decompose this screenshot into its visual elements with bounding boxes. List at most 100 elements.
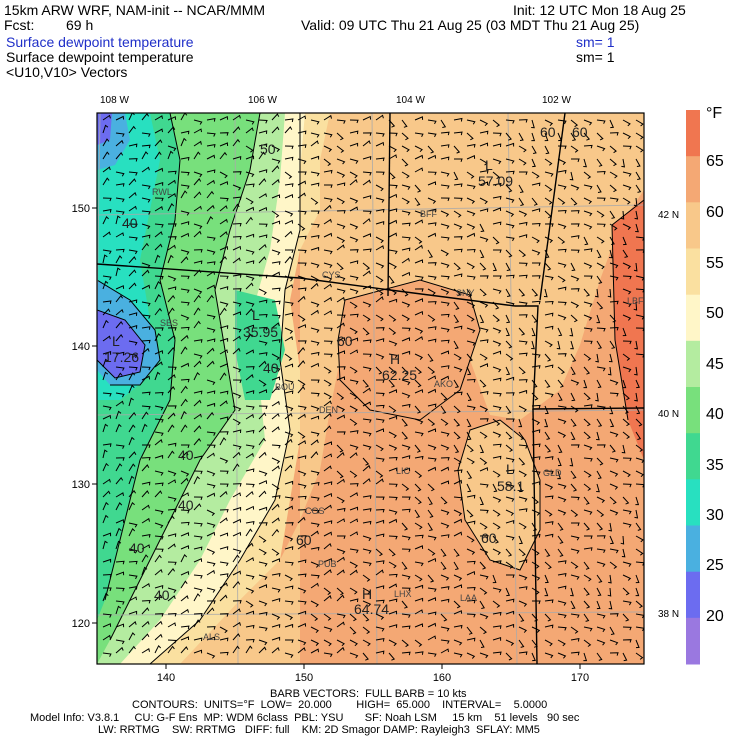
wind-barb — [349, 506, 359, 511]
wind-barb — [141, 599, 151, 604]
wind-barb — [232, 196, 242, 201]
wind-barb — [141, 242, 149, 251]
wind-barb — [323, 504, 332, 511]
wind-barb — [258, 646, 267, 654]
wind-barb — [232, 171, 242, 175]
wind-barb — [388, 652, 396, 661]
wind-barb — [466, 155, 476, 160]
wind-barb — [518, 574, 528, 581]
wind-barb — [193, 546, 203, 551]
wind-barb — [154, 391, 164, 396]
wind-barb — [258, 143, 268, 148]
wind-barb — [544, 340, 553, 348]
wind-barb — [102, 490, 111, 498]
wind-barb — [219, 245, 229, 251]
wind-barb — [219, 651, 229, 656]
wind-barb — [453, 639, 463, 646]
wind-barb — [583, 248, 593, 252]
wind-barb — [557, 119, 567, 125]
wind-barb — [232, 366, 242, 373]
wind-barb — [206, 190, 215, 199]
wind-barb — [557, 314, 567, 321]
wind-barb — [453, 418, 461, 427]
wind-barb — [635, 496, 640, 506]
wind-barb — [583, 626, 593, 632]
wind-barb — [596, 210, 605, 218]
wind-barb — [362, 587, 371, 595]
wind-barb — [128, 632, 136, 641]
wind-barb — [310, 301, 320, 308]
wind-barb — [622, 288, 632, 295]
wind-barb — [102, 592, 109, 602]
wind-barb — [635, 327, 644, 332]
wind-barb — [245, 333, 253, 342]
wind-barb — [466, 275, 476, 280]
wind-barb — [479, 457, 488, 465]
wind-barb — [609, 496, 617, 505]
wind-barb — [336, 569, 345, 576]
wind-barb — [193, 151, 201, 160]
wind-barb — [206, 522, 216, 528]
wind-barb — [571, 158, 580, 163]
wind-barb — [336, 594, 345, 602]
wind-barb — [271, 587, 281, 593]
wind-barb — [167, 622, 176, 628]
wind-barb — [427, 262, 437, 266]
wind-barb — [388, 262, 397, 270]
wind-barb — [232, 327, 242, 333]
wind-barb — [284, 126, 293, 134]
wind-barb — [570, 496, 580, 501]
wind-barb — [388, 415, 398, 420]
wind-barb — [336, 444, 344, 453]
wind-barb — [492, 377, 502, 382]
wind-barb — [583, 366, 591, 375]
wind-barb — [505, 610, 515, 615]
wind-barb — [375, 157, 385, 162]
wind-barb — [414, 509, 421, 518]
wind-barb — [453, 262, 461, 271]
wind-barb — [531, 288, 539, 297]
wind-barb — [544, 379, 551, 388]
wind-barb — [154, 350, 164, 355]
wind-barb — [440, 522, 450, 529]
wind-barb — [141, 607, 150, 615]
wind-barb — [466, 431, 472, 441]
wind-barb — [336, 478, 345, 485]
wind-barb — [141, 405, 151, 410]
wind-barb — [557, 470, 561, 480]
wind-barb — [180, 156, 190, 161]
wind-barb — [219, 363, 229, 368]
wind-barb — [622, 275, 632, 280]
wind-barb — [297, 600, 307, 605]
wind-barb — [596, 600, 601, 610]
wind-barb — [531, 197, 538, 206]
wind-barb — [141, 583, 150, 589]
wind-barb — [310, 234, 320, 239]
wind-barb — [219, 142, 229, 147]
wind-barb — [232, 379, 242, 384]
extremum-marker: L — [252, 307, 260, 323]
wind-barb — [258, 470, 268, 477]
wind-barb — [401, 639, 409, 648]
wind-barb — [427, 557, 437, 563]
wind-barb — [193, 535, 203, 540]
wind-barb — [635, 574, 640, 584]
wind-barb — [570, 184, 580, 191]
wind-barb — [544, 275, 554, 281]
wind-barb — [154, 405, 164, 411]
wind-barb — [193, 413, 202, 420]
wind-barb — [349, 142, 359, 147]
wind-barb — [167, 203, 175, 212]
wind-barb — [102, 634, 111, 641]
wind-barb — [310, 600, 319, 608]
wind-barb — [479, 223, 485, 232]
wind-barb — [193, 171, 203, 178]
wind-barb — [128, 223, 138, 228]
wind-barb — [375, 457, 385, 463]
model-info-2: LW: RRTMG SW: RRTMG DIFF: full KM: 2D Sm… — [98, 724, 540, 736]
wind-barb — [349, 366, 358, 374]
station-label: LAA — [460, 593, 477, 603]
wind-barb — [375, 444, 384, 452]
wind-barb — [206, 509, 216, 516]
wind-barb — [310, 379, 320, 384]
